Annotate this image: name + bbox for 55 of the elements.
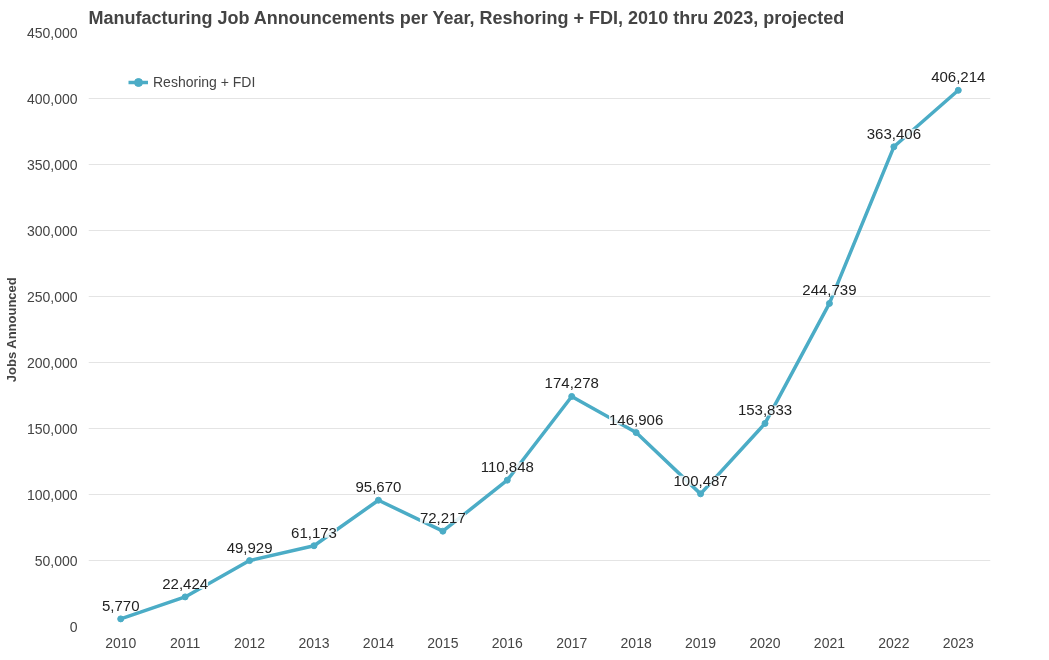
legend-label: Reshoring + FDI bbox=[153, 74, 256, 90]
x-tick-label: 2013 bbox=[298, 634, 330, 651]
data-label: 61,173 bbox=[291, 523, 337, 541]
data-label: 100,487 bbox=[673, 471, 728, 489]
data-label: 146,906 bbox=[609, 410, 664, 428]
point bbox=[374, 496, 382, 504]
x-tick-label: 2017 bbox=[556, 634, 588, 651]
x-tick-label: 2019 bbox=[685, 634, 717, 651]
point bbox=[568, 392, 576, 400]
point bbox=[117, 615, 125, 623]
point bbox=[890, 143, 898, 151]
point bbox=[246, 557, 254, 565]
point bbox=[439, 527, 447, 535]
point bbox=[310, 542, 318, 550]
x-tick-label: 2014 bbox=[362, 634, 395, 651]
x-tick-label: 2011 bbox=[170, 634, 201, 651]
point bbox=[697, 490, 705, 498]
data-label: 5,770 bbox=[101, 596, 140, 614]
chart-title: Manufacturing Job Announcements per Year, Reshoring + FDI, 2010 thru 2023, projected bbox=[88, 7, 845, 28]
data-label: 95,670 bbox=[355, 478, 402, 496]
point bbox=[503, 476, 511, 484]
x-tick-label: 2010 bbox=[105, 634, 137, 651]
data-label: 153,833 bbox=[737, 401, 793, 419]
y-axis-title: Jobs Announced bbox=[3, 277, 19, 383]
data-label: 110,848 bbox=[480, 458, 534, 476]
y-tick-label: 400,000 bbox=[26, 90, 78, 107]
y-tick-label: 150,000 bbox=[26, 420, 78, 437]
x-tick-label: 2016 bbox=[491, 634, 524, 651]
x-tick-label: 2018 bbox=[620, 634, 652, 651]
x-tick-label: 2022 bbox=[878, 634, 910, 651]
data-label: 363,406 bbox=[866, 124, 921, 142]
y-tick-label: 100,000 bbox=[26, 486, 78, 503]
point bbox=[825, 299, 833, 307]
y-tick-label: 50,000 bbox=[34, 552, 78, 569]
data-label: 49,929 bbox=[226, 538, 273, 556]
x-tick-label: 2021 bbox=[813, 634, 846, 651]
data-label: 72,217 bbox=[419, 509, 466, 527]
y-tick-label: 350,000 bbox=[26, 156, 78, 173]
y-tick-label: 300,000 bbox=[26, 222, 78, 239]
point bbox=[761, 419, 769, 427]
y-tick-label: 250,000 bbox=[26, 288, 78, 305]
x-tick-label: 2023 bbox=[942, 634, 975, 651]
x-tick-label: 2020 bbox=[749, 634, 781, 651]
data-label: 22,424 bbox=[162, 574, 209, 592]
data-label: 406,214 bbox=[931, 68, 986, 86]
data-label: 174,278 bbox=[544, 374, 599, 392]
data-label: 244,739 bbox=[802, 281, 857, 299]
y-tick-label: 200,000 bbox=[26, 354, 78, 371]
x-tick-label: 2012 bbox=[234, 634, 266, 651]
point bbox=[954, 86, 962, 94]
y-tick-label: 450,000 bbox=[26, 24, 78, 41]
point bbox=[632, 429, 640, 437]
y-tick-label: 0 bbox=[69, 618, 78, 635]
x-tick-label: 2015 bbox=[427, 634, 459, 651]
point bbox=[181, 593, 189, 601]
